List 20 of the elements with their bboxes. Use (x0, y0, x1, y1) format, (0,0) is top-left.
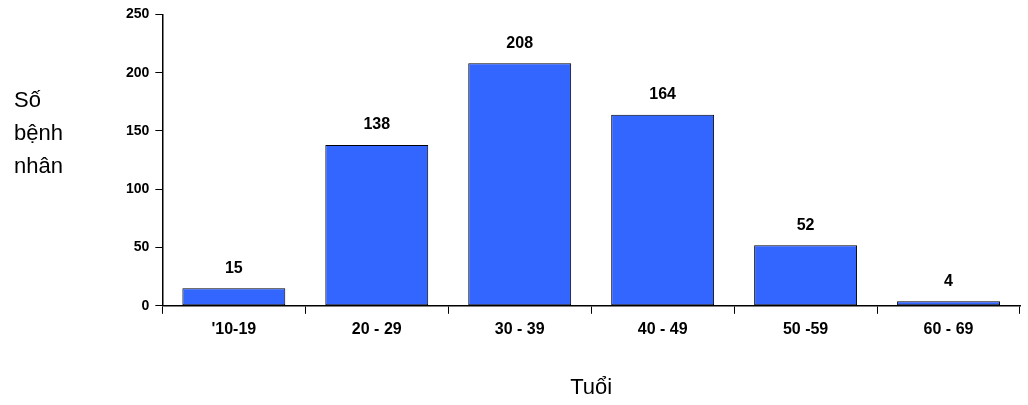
x-tick-label: 40 - 49 (637, 319, 688, 337)
data-label: 138 (363, 115, 391, 133)
x-tick-label: 30 - 39 (494, 319, 545, 337)
y-axis-title: Số bệnh nhân (14, 87, 63, 179)
y-tick-label: 150 (126, 121, 150, 138)
data-label: 208 (506, 33, 534, 51)
data-label: 4 (944, 271, 954, 289)
x-tick-label: '10-19 (211, 319, 257, 337)
x-tick-label: 20 - 29 (351, 319, 402, 337)
x-tick-label: 60 - 69 (923, 319, 974, 337)
y-tick-label: 100 (126, 180, 150, 197)
data-label: 52 (796, 215, 815, 233)
y-tick-label: 0 (141, 296, 150, 313)
x-axis-title: Tuổi (570, 374, 613, 400)
y-tick-label: 50 (133, 238, 150, 255)
y-tick-label: 250 (126, 5, 150, 22)
data-label: 164 (649, 85, 677, 103)
x-tick-label: 50 -59 (782, 319, 829, 337)
data-label: 15 (224, 258, 243, 276)
y-tick-label: 200 (126, 63, 150, 80)
